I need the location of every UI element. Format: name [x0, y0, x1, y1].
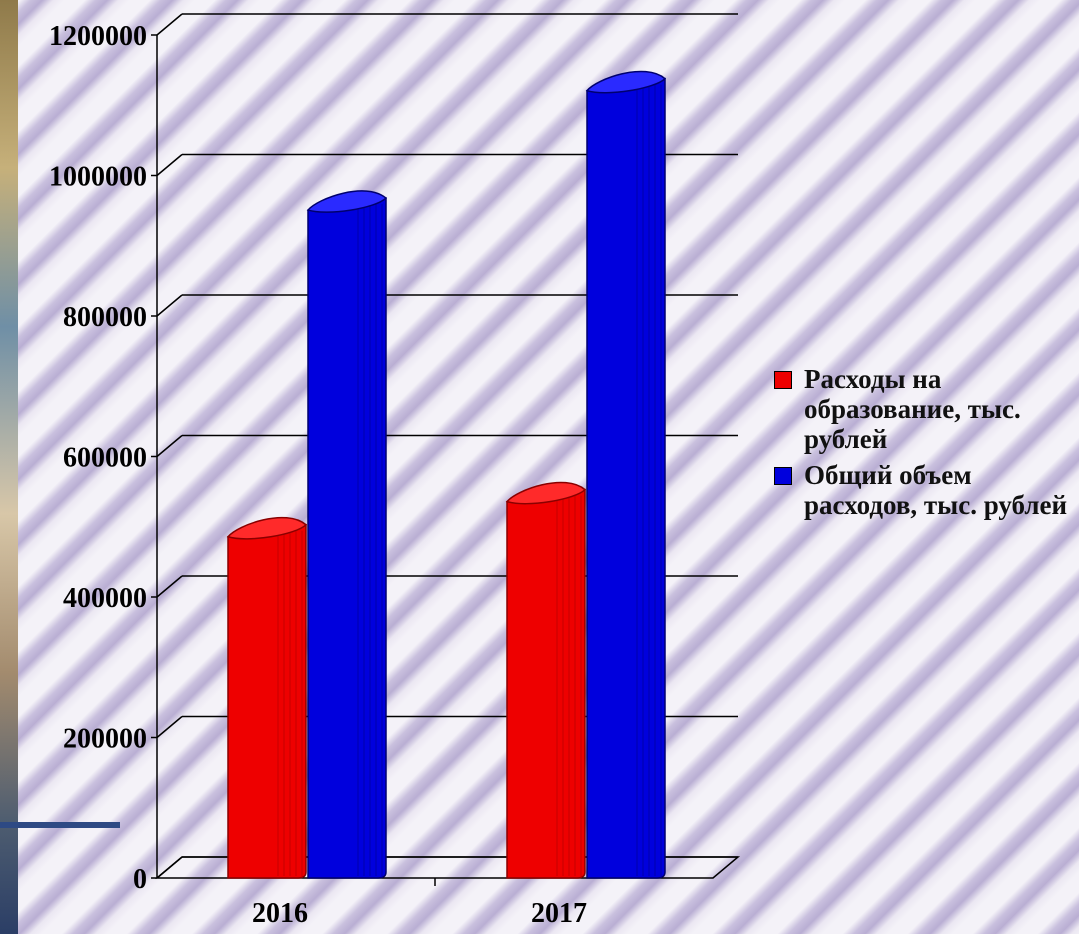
- x-tick-label: 2016: [252, 898, 308, 929]
- decorative-rule: [0, 822, 120, 828]
- y-tick-labels: 0 200000 400000 600000 800000 1000000 1200000: [49, 21, 147, 895]
- x-tick-labels: 2016 2017: [252, 898, 587, 929]
- y-tick-label: 200000: [63, 724, 147, 755]
- bar-body: [506, 488, 586, 879]
- y-tick-label: 400000: [63, 583, 147, 614]
- x-tick-label: 2017: [531, 898, 587, 929]
- bar-cap: [226, 516, 308, 540]
- bar-body: [227, 523, 307, 879]
- legend-swatch-total: [774, 467, 792, 485]
- bar-cap: [505, 481, 587, 505]
- legend-item-education: Расходы на образование, тыс. рублей: [770, 364, 1070, 454]
- gridline-connector: [156, 575, 183, 598]
- gridline-connector: [156, 715, 183, 739]
- gridline-connector: [156, 294, 183, 317]
- bar-body: [307, 197, 387, 879]
- background-photo-strip: [0, 0, 18, 934]
- y-tick-label: 1200000: [49, 21, 147, 52]
- y-tick-label: 0: [133, 864, 147, 895]
- gridline-connector: [156, 434, 183, 458]
- bars: [226, 70, 667, 879]
- legend-item-total: Общий объем расходов, тыс. рублей: [770, 460, 1070, 520]
- bar-cap: [585, 70, 667, 94]
- bar-cap: [306, 190, 388, 213]
- gridline-connector: [156, 153, 183, 177]
- legend-swatch-education: [774, 371, 792, 389]
- y-tick-label: 800000: [63, 302, 147, 333]
- legend-label-total: Общий объем расходов, тыс. рублей: [804, 460, 1068, 520]
- y-tick-label: 600000: [63, 443, 147, 474]
- bar-body: [586, 77, 666, 879]
- legend: Расходы на образование, тыс. рублей Общи…: [770, 364, 1070, 526]
- legend-label-education: Расходы на образование, тыс. рублей: [804, 364, 1021, 454]
- gridline-connector: [156, 13, 183, 36]
- y-tick-label: 1000000: [49, 162, 147, 193]
